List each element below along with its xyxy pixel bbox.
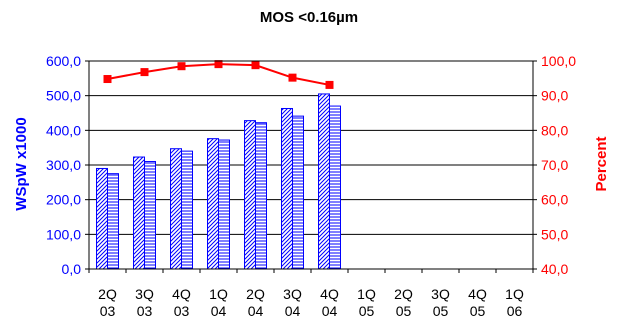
x-tick-label: 4Q xyxy=(320,286,339,302)
x-tick-label: 3Q xyxy=(283,286,302,302)
x-tick-label: 3Q xyxy=(135,286,154,302)
x-tick-label: 03 xyxy=(100,303,116,319)
percent-line xyxy=(103,60,334,89)
y-tick-label: 0,0 xyxy=(62,261,82,277)
y-tick-label: 600,0 xyxy=(46,53,81,69)
x-tick-label: 4Q xyxy=(468,286,487,302)
y-tick-label: 100,0 xyxy=(46,226,81,242)
percent-point xyxy=(251,61,260,70)
x-tick-label: 2Q xyxy=(246,286,265,302)
y-tick-label: 300,0 xyxy=(46,157,81,173)
bar-series-1 xyxy=(133,156,145,270)
x-tick-label: 1Q xyxy=(505,286,524,302)
x-tick-label: 04 xyxy=(211,303,227,319)
y-tick-label: 200,0 xyxy=(46,192,81,208)
y2-tick-label: 70,0 xyxy=(541,157,568,173)
bar-series-1 xyxy=(318,93,330,270)
bar-series-2 xyxy=(181,150,193,270)
y2-tick-label: 50,0 xyxy=(541,226,568,242)
bar-series-2 xyxy=(107,173,119,270)
y2-tick-label: 40,0 xyxy=(541,261,568,277)
bar-series-2 xyxy=(329,105,341,270)
x-tick-label: 04 xyxy=(322,303,338,319)
bar-series-1 xyxy=(170,148,182,270)
percent-point xyxy=(140,68,149,77)
x-tick-label: 05 xyxy=(433,303,449,319)
tick-labels: 0,0 100,0 200,0 300,0 400,0 500,0 600,0 40,0 50,… xyxy=(46,53,576,319)
x-tick-label: 1Q xyxy=(209,286,228,302)
x-tick-label: 04 xyxy=(285,303,301,319)
x-tick-label: 05 xyxy=(359,303,375,319)
bar-series-1 xyxy=(207,138,219,270)
x-tick-label: 06 xyxy=(507,303,523,319)
axes xyxy=(85,60,537,273)
bar-series-1 xyxy=(281,107,293,270)
x-tick-label: 05 xyxy=(396,303,412,319)
bar-series-1 xyxy=(96,167,108,270)
bar-series-2 xyxy=(292,115,304,270)
chart-title: MOS <0.16µm xyxy=(260,9,358,26)
x-tick-label: 2Q xyxy=(98,286,117,302)
x-tick-label: 4Q xyxy=(172,286,191,302)
y2-tick-label: 60,0 xyxy=(541,192,568,208)
bar-series-2 xyxy=(218,139,230,270)
x-tick-label: 04 xyxy=(248,303,264,319)
percent-point xyxy=(288,73,297,82)
bars xyxy=(96,93,341,270)
bar-series-2 xyxy=(144,161,156,270)
y2-tick-label: 90,0 xyxy=(541,88,568,104)
percent-point xyxy=(177,62,186,71)
y2-tick-label: 80,0 xyxy=(541,122,568,138)
y-tick-label: 500,0 xyxy=(46,88,81,104)
x-tick-label: 05 xyxy=(470,303,486,319)
y-tick-label: 400,0 xyxy=(46,122,81,138)
x-tick-label: 1Q xyxy=(357,286,376,302)
y2-tick-label: 100,0 xyxy=(541,53,576,69)
y-axis-label: WSpW x1000 xyxy=(13,117,30,210)
x-tick-label: 2Q xyxy=(394,286,413,302)
x-tick-label: 3Q xyxy=(431,286,450,302)
y2-axis-label: Percent xyxy=(593,136,610,191)
percent-point xyxy=(325,80,334,89)
bar-series-2 xyxy=(255,122,267,270)
percent-point xyxy=(103,75,112,84)
x-tick-label: 03 xyxy=(137,303,153,319)
bar-series-1 xyxy=(244,120,256,270)
x-tick-label: 03 xyxy=(174,303,190,319)
percent-point xyxy=(214,60,223,69)
plot-frame xyxy=(88,60,534,270)
